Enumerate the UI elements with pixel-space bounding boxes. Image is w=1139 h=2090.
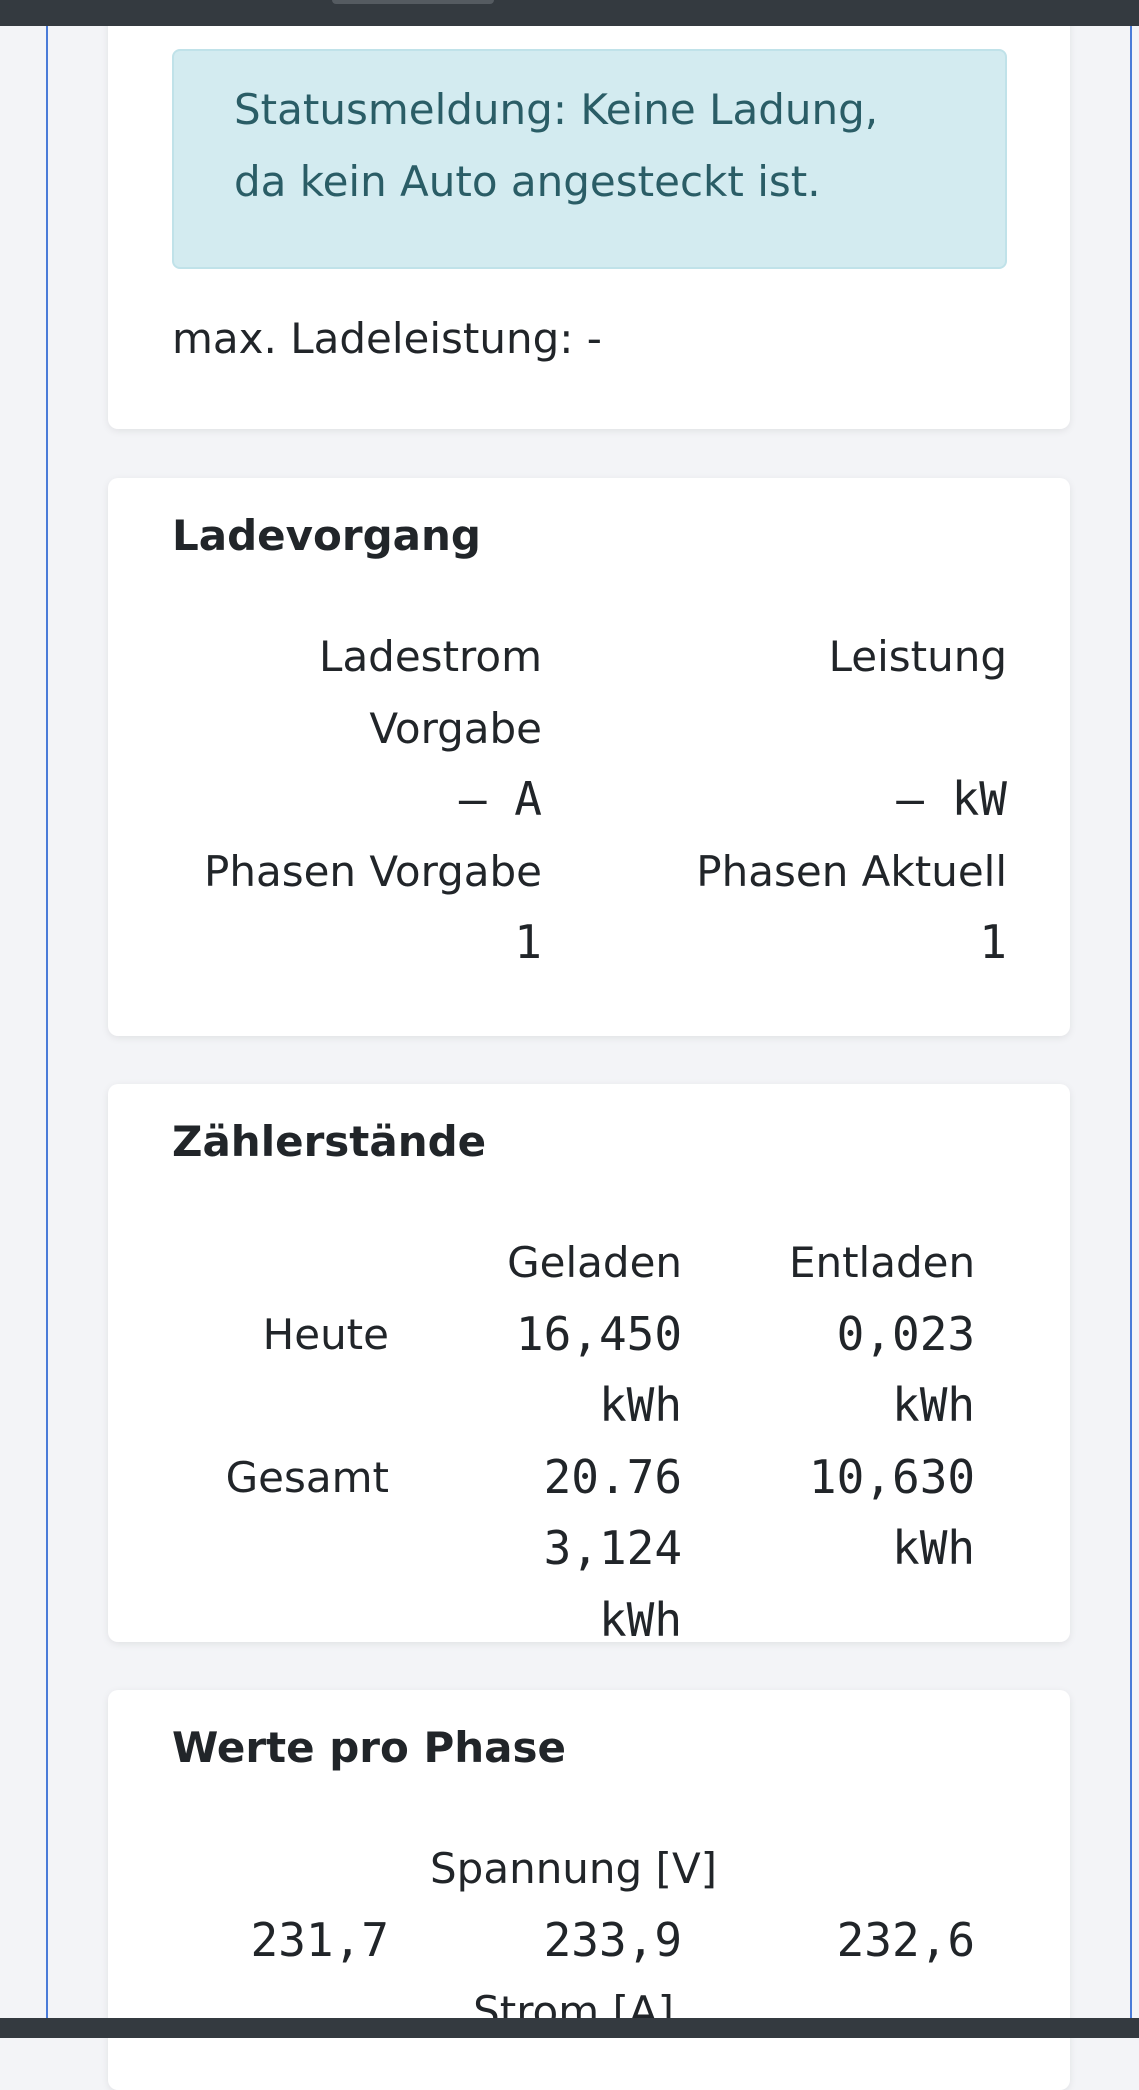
meter-value: 10,630 kWh bbox=[808, 1449, 976, 1576]
alert bbox=[172, 49, 1007, 269]
field-label: Phasen Vorgabe bbox=[204, 846, 542, 896]
section-label: Spannung [V] bbox=[430, 1844, 718, 1893]
phase-value: 233,9 bbox=[543, 1912, 683, 1967]
frame-left bbox=[46, 0, 48, 2038]
field-label: Leistung bbox=[828, 632, 1007, 681]
phase-value: 231,7 bbox=[250, 1912, 389, 1967]
card-title: Werte pro Phase bbox=[172, 1723, 566, 1772]
meter-value: 20.763,124 kWh bbox=[543, 1449, 683, 1647]
field-value: – A bbox=[458, 772, 542, 826]
field-value: – kW bbox=[896, 772, 1007, 826]
field-value: 1 bbox=[514, 915, 542, 969]
charging-grid: Ladestrom Vorgabe Leistung – A – kW Phas… bbox=[172, 621, 1007, 979]
row-label: Heute bbox=[262, 1309, 389, 1359]
meters-card bbox=[108, 1084, 1070, 1642]
field-value: 1 bbox=[979, 915, 1007, 969]
meters-table: Geladen Entladen Heute 16,450 kWh 0,023 … bbox=[172, 1227, 975, 1656]
bottom-bar bbox=[0, 2018, 1139, 2038]
top-bar bbox=[0, 0, 1139, 26]
max-power: max. Ladeleistung: - bbox=[172, 314, 602, 363]
card-title: Ladevorgang bbox=[172, 511, 481, 560]
meter-value: 16,450 kWh bbox=[515, 1306, 683, 1433]
column-header: Geladen bbox=[507, 1238, 683, 1287]
column-header: Entladen bbox=[788, 1238, 976, 1287]
phases-table: Spannung [V] 231,7 233,9 232,6 Strom [A] bbox=[172, 1833, 976, 2048]
charging-card bbox=[108, 478, 1070, 1036]
phase-value: 232,6 bbox=[836, 1912, 976, 1967]
row-label: Gesamt bbox=[225, 1452, 389, 1502]
frame-right bbox=[1130, 0, 1132, 2038]
alert-text: Statusmeldung: Keine Ladung, da kein Aut… bbox=[234, 85, 879, 206]
field-label: Phasen Aktuell bbox=[696, 846, 1007, 896]
meter-value: 0,023 kWh bbox=[836, 1306, 976, 1433]
field-label: Ladestrom Vorgabe bbox=[319, 632, 542, 753]
card-title: Zählerstände bbox=[172, 1117, 487, 1166]
